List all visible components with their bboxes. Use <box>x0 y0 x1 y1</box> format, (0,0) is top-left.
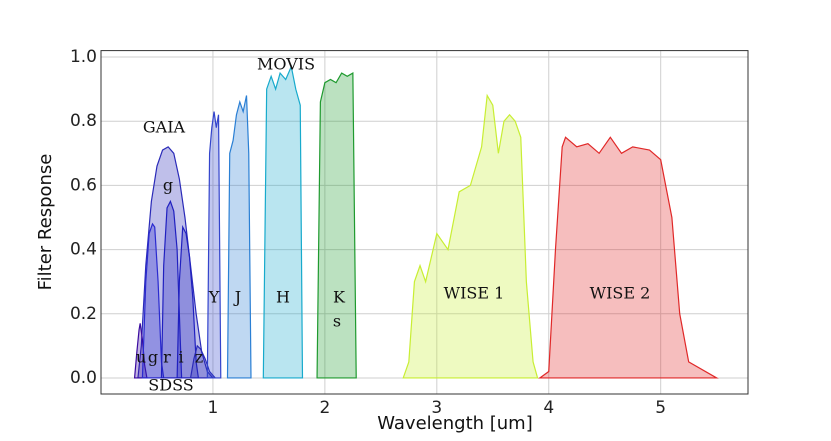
x-tick-label: 5 <box>655 398 666 418</box>
filter-area <box>206 111 222 379</box>
annotation: r <box>163 348 171 367</box>
annotation: K <box>333 288 346 307</box>
filter-area <box>226 95 252 379</box>
annotation: J <box>233 288 241 307</box>
annotation: u <box>136 348 146 367</box>
filter-area <box>316 72 357 379</box>
y-tick-label: 1.0 <box>70 47 97 67</box>
y-tick-label: 0.8 <box>70 111 97 131</box>
filter-area <box>176 224 200 379</box>
filter-area <box>160 199 183 379</box>
x-tick-label: 4 <box>543 398 554 418</box>
y-tick-label: 0.4 <box>70 240 97 260</box>
y-axis-label: Filter Response <box>35 154 56 291</box>
filter-area <box>537 136 719 379</box>
filter-area <box>262 64 304 379</box>
annotation: WISE 1 <box>444 284 505 303</box>
y-tick-label: 0.2 <box>70 304 97 324</box>
filter-area <box>402 93 539 379</box>
annotation: MOVIS <box>257 55 315 74</box>
filter-area <box>189 344 217 379</box>
annotation: z <box>195 348 203 367</box>
y-tick-label: 0.0 <box>70 368 97 388</box>
filter-area <box>133 323 148 379</box>
annotation: H <box>276 288 290 307</box>
plot-frame <box>100 50 749 395</box>
annotation: s <box>333 312 341 331</box>
x-tick-label: 3 <box>431 398 442 418</box>
annotation: i <box>178 348 183 367</box>
annotation: GAIA <box>143 118 186 137</box>
x-tick-label: 2 <box>319 398 330 418</box>
filter-area <box>141 222 165 379</box>
annotation: g <box>148 348 158 367</box>
x-tick-label: 1 <box>208 398 219 418</box>
annotation: SDSS <box>148 376 193 395</box>
annotation: WISE 2 <box>590 284 651 303</box>
annotation: g <box>163 176 173 195</box>
y-tick-label: 0.6 <box>70 175 97 195</box>
x-axis-label: Wavelength [um] <box>377 413 533 434</box>
annotation: Y <box>208 288 220 307</box>
